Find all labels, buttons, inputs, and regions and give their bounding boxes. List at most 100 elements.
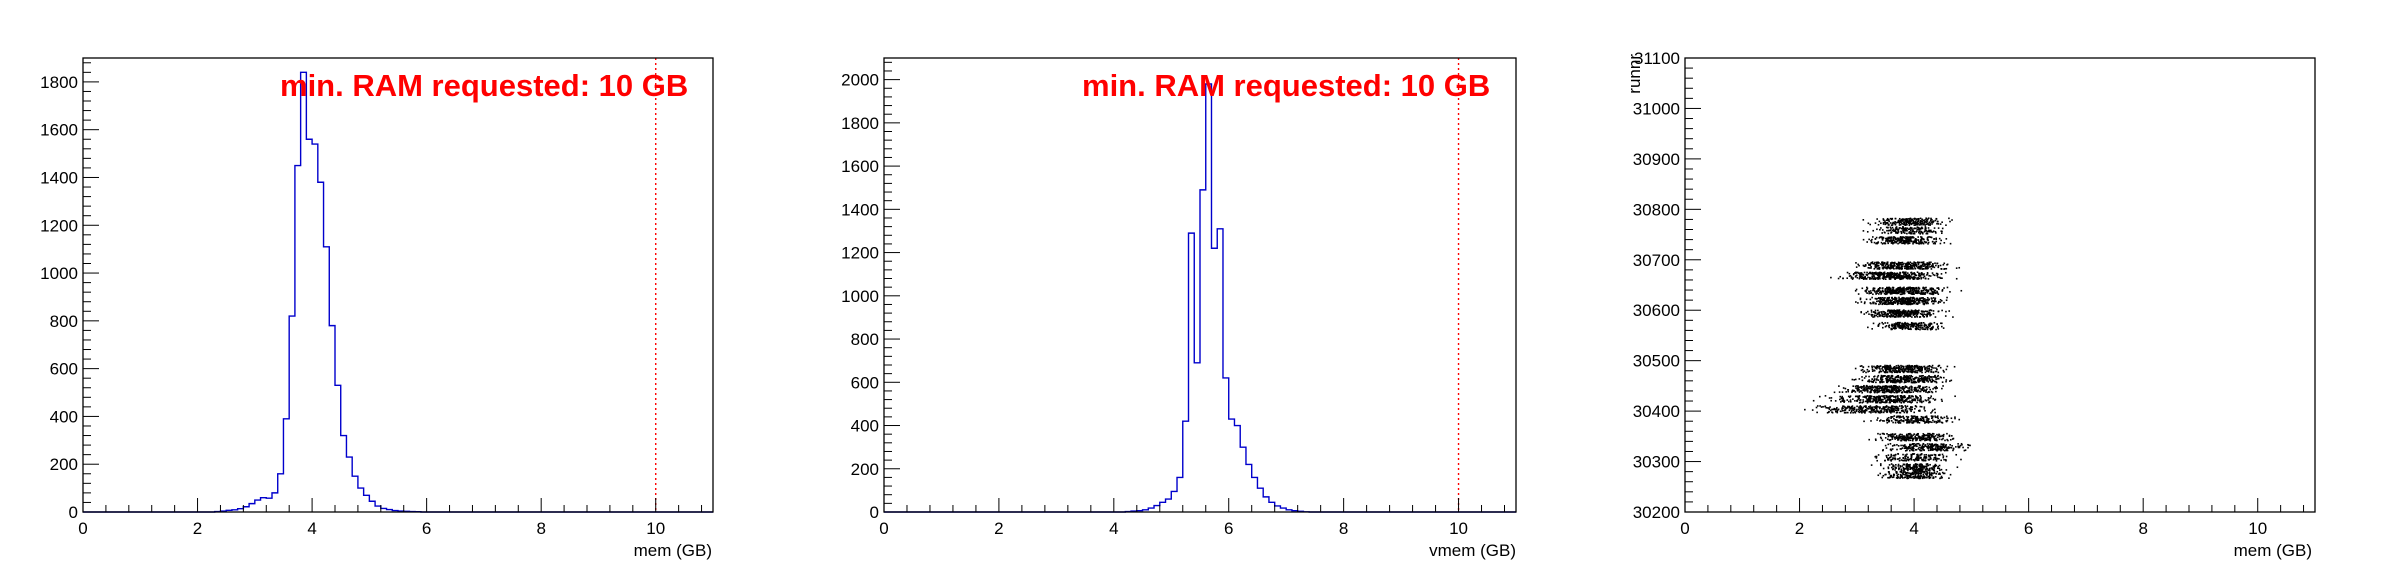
scatter-point <box>1897 315 1899 318</box>
scatter-point <box>1898 421 1901 424</box>
scatter-point <box>1896 399 1899 401</box>
scatter-point <box>1909 220 1912 222</box>
scatter-point <box>1915 328 1918 331</box>
scatter-point <box>1879 299 1881 301</box>
scatter-point <box>1883 292 1886 295</box>
scatter-point <box>1899 415 1901 418</box>
scatter-point <box>1911 300 1914 303</box>
scatter-point <box>1942 263 1945 266</box>
scatter-point <box>1888 391 1891 393</box>
scatter-point <box>1925 434 1928 436</box>
scatter-point <box>1889 262 1892 264</box>
histogram-vmem-marks <box>884 58 1516 513</box>
scatter-point <box>1883 275 1886 277</box>
scatter-point <box>1919 217 1922 220</box>
scatter-point <box>1901 276 1903 279</box>
scatter-point <box>1895 289 1897 292</box>
scatter-point <box>1867 326 1869 329</box>
scatter-point <box>1922 443 1925 445</box>
scatter-point <box>1916 298 1919 300</box>
scatter-point <box>1887 390 1889 393</box>
scatter-point <box>1880 241 1883 244</box>
scatter-point <box>1907 262 1910 264</box>
scatter-point <box>1909 240 1912 242</box>
scatter-point <box>1907 267 1909 269</box>
scatter-point <box>1860 408 1862 411</box>
scatter-point <box>1880 374 1883 377</box>
scatter-point <box>1930 287 1933 289</box>
scatter-point <box>1880 370 1883 373</box>
scatter-point <box>1911 227 1913 229</box>
scatter-point <box>1903 316 1905 318</box>
scatter-point <box>1936 290 1938 293</box>
scatter-point <box>1916 223 1919 225</box>
scatter-point <box>1866 286 1868 289</box>
scatter-point <box>1907 310 1909 313</box>
scatter-point <box>1955 267 1958 269</box>
scatter-point <box>1885 266 1887 269</box>
scatter-point <box>1899 271 1901 274</box>
scatter-point <box>1876 387 1879 390</box>
scatter-point <box>1835 408 1837 411</box>
scatter-point <box>1907 242 1909 245</box>
scatter-point <box>1859 401 1862 404</box>
scatter-point <box>1919 370 1921 373</box>
scatter-point <box>1922 242 1925 245</box>
scatter-point <box>1913 264 1916 266</box>
scatter-point <box>1907 315 1910 317</box>
scatter-point <box>1897 277 1900 279</box>
scatter-point <box>1900 439 1903 442</box>
scatter-point <box>1842 405 1845 408</box>
scatter-point <box>1939 421 1941 423</box>
scatter-point <box>1859 390 1862 392</box>
scatter-point <box>1937 374 1939 377</box>
scatter-point <box>1921 268 1923 270</box>
scatter-point <box>1881 299 1884 302</box>
scatter-point <box>1886 238 1889 241</box>
scatter-point <box>1893 436 1896 439</box>
scatter-point <box>1883 385 1886 388</box>
scatter-point <box>1836 409 1839 411</box>
scatter-point <box>1921 416 1924 419</box>
scatter-point <box>1899 435 1902 438</box>
scatter-point <box>1954 417 1956 420</box>
scatter-point <box>1894 265 1896 267</box>
scatter-point <box>1871 365 1873 368</box>
scatter-point <box>1868 263 1871 266</box>
scatter-point <box>1864 277 1867 279</box>
scatter-point <box>1881 243 1884 245</box>
scatter-point <box>1883 375 1886 377</box>
scatter-point <box>1879 420 1881 422</box>
scatter-point <box>1873 289 1876 292</box>
scatter-point <box>1899 405 1901 407</box>
scatter-point <box>1877 272 1879 274</box>
scatter-point <box>1880 292 1883 294</box>
scatter-point <box>1865 375 1867 378</box>
scatter-point <box>1885 365 1887 368</box>
scatter-point <box>1931 288 1933 290</box>
scatter-point <box>1894 302 1896 304</box>
scatter-point <box>1919 297 1922 300</box>
scatter-point <box>1932 433 1935 435</box>
scatter-point <box>1935 237 1938 240</box>
scatter-point <box>1902 326 1905 329</box>
scatter-point <box>1921 371 1923 374</box>
scatter-point <box>1851 390 1854 392</box>
scatter-point <box>1938 435 1941 438</box>
scatter-point <box>1904 310 1906 313</box>
scatter-point <box>1888 315 1891 318</box>
scatter-point <box>1908 380 1911 383</box>
scatter-point <box>1928 439 1931 441</box>
scatter-point <box>1927 266 1929 268</box>
scatter-point <box>1864 400 1867 403</box>
scatter-point <box>1945 310 1947 313</box>
scatter-point <box>1902 309 1905 312</box>
scatter-point <box>1925 299 1928 301</box>
scatter-point <box>1872 262 1875 265</box>
scatter-point <box>1828 397 1831 399</box>
x-tick-label: 2 <box>193 519 202 538</box>
scatter-point <box>1831 408 1833 411</box>
scatter-point <box>1916 434 1919 436</box>
scatter-point <box>1888 411 1891 413</box>
scatter-point <box>1895 222 1897 224</box>
